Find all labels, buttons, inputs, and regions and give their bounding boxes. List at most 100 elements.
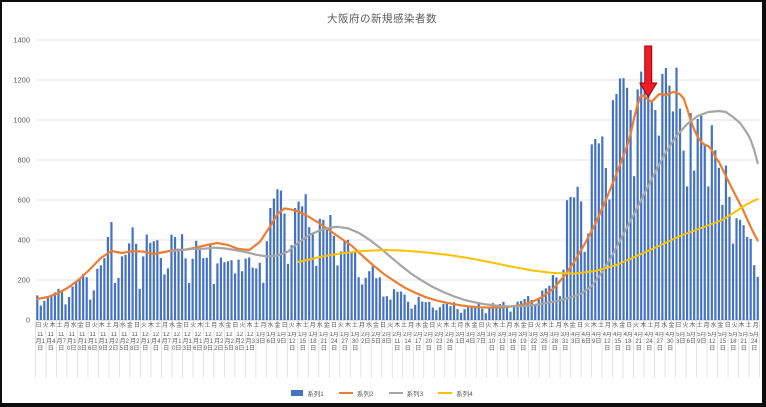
y-tick-label: 800 [17, 156, 30, 165]
bar-daily-cases [735, 218, 738, 320]
x-dow-label: 火 [239, 322, 246, 329]
x-date-label: 1月18日 [308, 332, 318, 353]
x-dow-label: 月 [555, 322, 562, 329]
bar-daily-cases [438, 307, 441, 320]
x-dow-label: 火 [534, 322, 541, 329]
x-date-label: 2月11日 [392, 332, 402, 353]
x-dow-label: 水 [612, 322, 619, 329]
bar-daily-cases [470, 306, 473, 320]
bar-daily-cases [361, 284, 364, 320]
bar-daily-cases [350, 252, 353, 320]
x-dow-label: 木 [49, 322, 56, 329]
x-date-label: 12月19日 [203, 332, 213, 353]
x-date-label: 4月21日 [634, 332, 644, 353]
x-dow-label: 土 [105, 322, 112, 329]
bar-daily-cases [512, 306, 516, 320]
bar-daily-cases [587, 233, 590, 320]
bar-daily-cases [445, 303, 449, 320]
bar-daily-cases [749, 238, 752, 320]
bar-daily-cases [78, 279, 81, 320]
x-dow-label: 水 [316, 322, 323, 329]
chart-legend: 系列1 系列2 系列3 系列4 [2, 386, 762, 400]
bar-daily-cases [724, 165, 728, 320]
x-dow-label: 土 [450, 322, 457, 329]
bar-daily-cases [484, 313, 487, 320]
x-dow-label: 火 [485, 322, 492, 329]
bar-daily-cases [308, 227, 311, 320]
x-dow-label: 水 [218, 322, 225, 329]
x-date-label: 5月12日 [707, 332, 717, 353]
x-dow-label: 土 [155, 322, 162, 329]
x-date-label: 4月12日 [602, 332, 612, 353]
x-date-label: 2月20日 [424, 332, 434, 353]
bar-daily-cases [202, 258, 205, 320]
bar-daily-cases [371, 266, 374, 320]
bar-daily-cases [110, 222, 113, 320]
x-dow-label: 木 [197, 322, 204, 329]
bar-daily-cases [142, 256, 145, 320]
bar-daily-cases [742, 225, 745, 320]
bar-daily-cases [728, 196, 731, 320]
bar-daily-cases [664, 68, 668, 320]
x-dow-label: 日 [576, 322, 583, 329]
x-date-label: 1月9日 [277, 332, 287, 346]
bar-daily-cases [99, 265, 102, 320]
bar-daily-cases [428, 301, 431, 320]
bar-daily-cases [269, 208, 272, 320]
x-dow-label: 日 [35, 322, 42, 329]
legend-item[interactable]: 系列3 [388, 388, 423, 398]
bar-daily-cases [163, 274, 166, 320]
bar-daily-cases [689, 113, 692, 320]
legend-item[interactable]: 系列2 [338, 388, 374, 398]
bar-daily-cases [597, 143, 600, 320]
x-dow-label: 水 [267, 322, 274, 329]
bar-daily-cases [534, 304, 537, 320]
bar-daily-cases [149, 242, 152, 320]
x-date-label: 2月17日 [413, 332, 423, 353]
bar-daily-cases [544, 288, 547, 320]
bar-daily-cases [223, 262, 226, 320]
series-line-2 [36, 90, 759, 309]
bar-daily-cases [43, 300, 46, 320]
x-date-label: 12月13日 [182, 332, 192, 353]
x-dow-label: 木 [640, 322, 647, 329]
bar-daily-cases [505, 307, 509, 320]
bar-daily-cases [516, 301, 519, 320]
peak-marker-arrow-icon [639, 45, 658, 98]
bar-daily-cases [675, 67, 678, 320]
bar-daily-cases [731, 243, 735, 320]
bar-daily-cases [625, 87, 629, 320]
x-dow-label: 土 [56, 322, 63, 329]
bar-daily-cases [301, 206, 304, 320]
bar-daily-cases [530, 300, 533, 320]
bar-daily-cases [293, 208, 297, 320]
x-dow-label: 金 [77, 322, 84, 329]
y-tick-label: 1400 [13, 36, 30, 45]
bar-daily-cases [459, 312, 463, 320]
x-dow-label: 木 [148, 322, 155, 329]
bar-daily-cases [39, 305, 42, 320]
bar-daily-cases [442, 303, 445, 320]
x-date-label: 12月31日 [245, 332, 255, 353]
bar-daily-cases [555, 277, 558, 320]
x-dow-label: 火 [436, 322, 443, 329]
legend-item[interactable]: 系列1 [291, 388, 324, 398]
legend-item[interactable]: 系列4 [438, 388, 473, 398]
x-date-label: 3月13日 [497, 332, 507, 353]
bar-daily-cases [304, 194, 307, 320]
x-date-label: 5月15日 [718, 332, 728, 353]
bar-daily-cases [75, 282, 78, 320]
x-dow-label: 月 [654, 322, 661, 329]
bar-daily-cases [491, 303, 494, 320]
bar-daily-cases [435, 310, 438, 320]
x-date-label: 1月27日 [340, 332, 350, 353]
x-dow-label: 月 [605, 322, 612, 329]
x-dow-label: 火 [140, 322, 147, 329]
bar-daily-cases [357, 277, 360, 320]
bar-daily-cases [686, 186, 689, 320]
bar-daily-cases [85, 277, 88, 320]
bar-daily-cases [424, 302, 427, 320]
bar-daily-cases [389, 299, 392, 320]
x-date-label: 1月24日 [329, 332, 339, 353]
